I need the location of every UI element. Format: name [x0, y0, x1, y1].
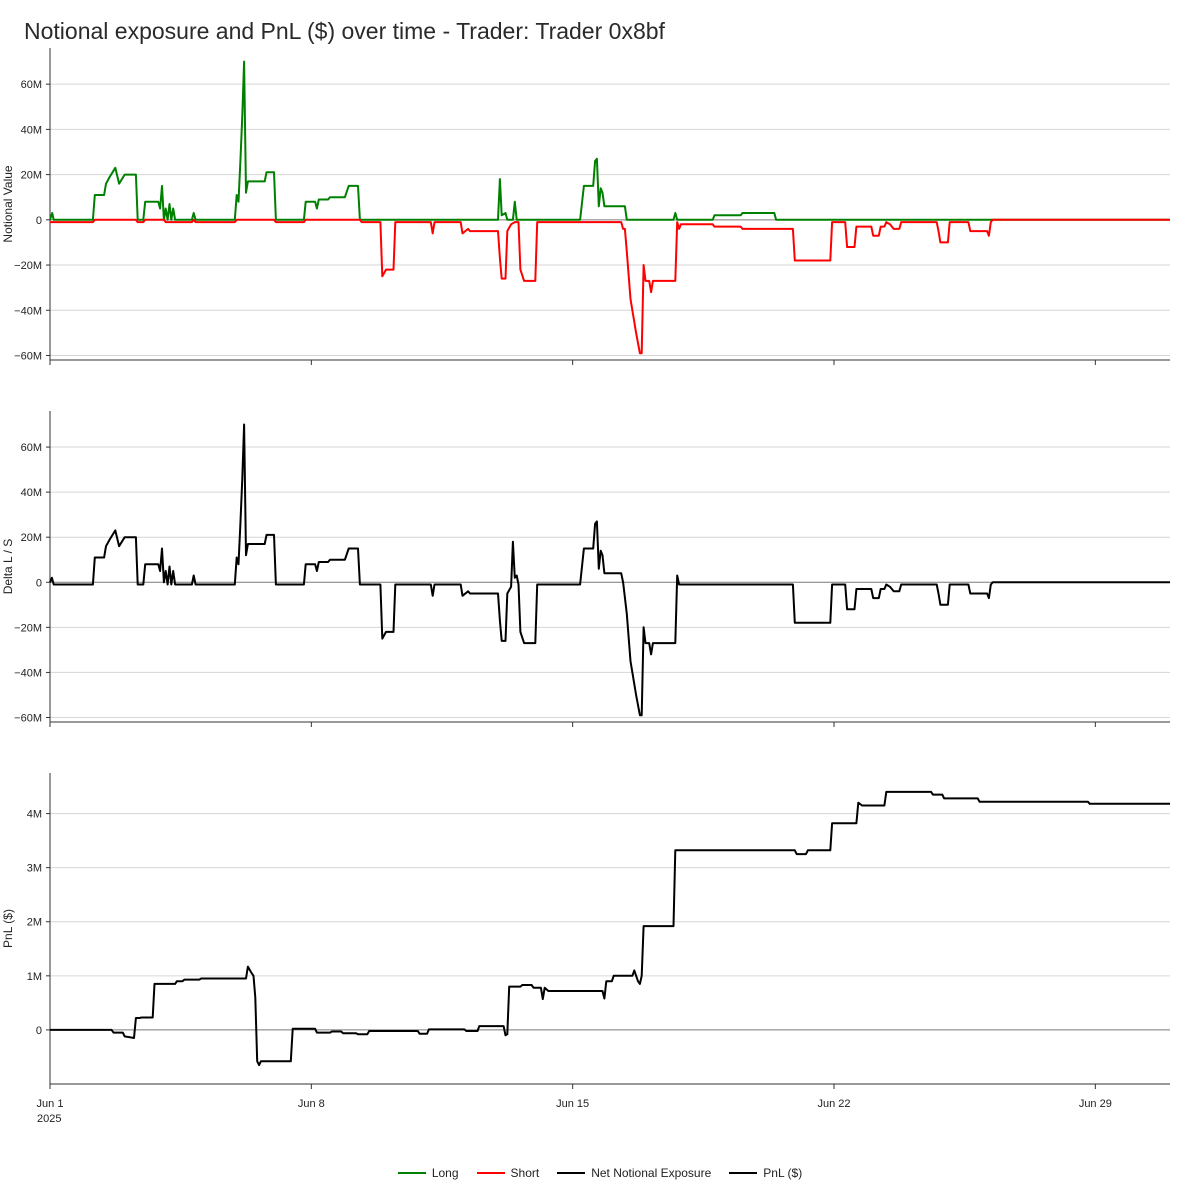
- legend-label: Short: [510, 1166, 540, 1180]
- y-tick-label: 0: [36, 1025, 42, 1037]
- x-tick-label: Jun 29: [1079, 1098, 1112, 1110]
- y-axis-label: Delta L / S: [1, 539, 15, 595]
- y-axis-label: Notional Value: [1, 165, 15, 242]
- y-tick-label: 2M: [27, 917, 42, 929]
- x-tick-label: Jun 15: [556, 1098, 589, 1110]
- x-tick-label: Jun 8: [298, 1098, 325, 1110]
- y-tick-label: 20M: [21, 170, 42, 182]
- x-tick-label: Jun 22: [817, 1098, 850, 1110]
- y-tick-label: 40M: [21, 487, 42, 499]
- x-tick-label: Jun 1: [37, 1098, 64, 1110]
- y-tick-label: −60M: [14, 350, 42, 362]
- y-tick-label: −40M: [14, 305, 42, 317]
- series-line-pnl: [50, 790, 1170, 1067]
- y-tick-label: 0: [36, 215, 42, 227]
- legend-swatch: [476, 1172, 505, 1174]
- y-tick-label: 20M: [21, 532, 42, 544]
- legend-swatch: [557, 1172, 586, 1174]
- chart-plot-area: 60M 40M 20M 0 −20M −40M −60M Notional Value 60M 4…: [1, 48, 1170, 1125]
- legend-label: PnL ($): [763, 1166, 803, 1180]
- legend-item[interactable]: Net Notional Exposure: [557, 1166, 711, 1180]
- chart-title: Notional exposure and PnL ($) over time …: [24, 18, 665, 44]
- y-tick-label: 60M: [21, 79, 42, 91]
- legend-label: Long: [431, 1166, 459, 1180]
- legend-swatch: [729, 1172, 758, 1174]
- legend-item[interactable]: Long: [397, 1166, 459, 1180]
- legend-item[interactable]: PnL ($): [729, 1166, 802, 1180]
- y-tick-label: −20M: [14, 622, 42, 634]
- series-line-long: [49, 60, 1170, 221]
- legend-label: Net Notional Exposure: [591, 1166, 712, 1180]
- chart-legend: Long Short Net Notional Exposure PnL ($): [0, 1166, 1200, 1180]
- y-tick-label: 60M: [21, 442, 42, 454]
- legend-swatch: [397, 1172, 426, 1174]
- x-tick-sublabel: 2025: [37, 1113, 61, 1125]
- y-tick-label: 1M: [27, 971, 42, 983]
- series-line-net-notional-exposure: [49, 423, 1170, 717]
- y-tick-label: −60M: [14, 712, 42, 724]
- y-tick-label: 40M: [21, 124, 42, 136]
- y-tick-label: 4M: [27, 809, 42, 821]
- y-tick-label: −20M: [14, 260, 42, 272]
- y-tick-label: 3M: [27, 863, 42, 875]
- y-axis-label: PnL ($): [1, 909, 15, 948]
- legend-item[interactable]: Short: [476, 1166, 540, 1180]
- y-tick-label: 0: [36, 577, 42, 589]
- y-tick-label: −40M: [14, 667, 42, 679]
- series-line-short: [50, 218, 1170, 355]
